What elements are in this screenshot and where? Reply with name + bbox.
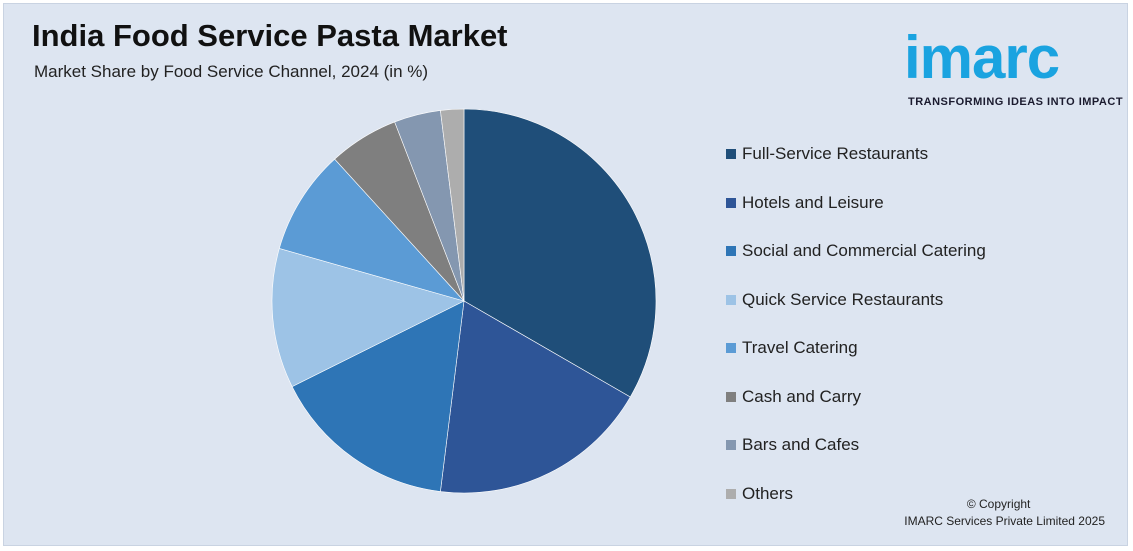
- pie-slice-hotels-and-leisure: [440, 300, 631, 494]
- legend-label: Hotels and Leisure: [742, 192, 884, 212]
- legend-item: Quick Service Restaurants: [726, 276, 986, 325]
- legend-label: Others: [742, 483, 794, 503]
- legend-item: Hotels and Leisure: [726, 179, 986, 228]
- legend-label: Bars and Cafes: [742, 435, 860, 455]
- pie-slice-others: [440, 108, 465, 302]
- legend-label: Quick Service Restaurants: [742, 289, 944, 309]
- legend-swatch: [726, 197, 736, 208]
- legend-item: Others: [726, 470, 986, 519]
- legend-swatch: [726, 488, 736, 499]
- imarc-logo: imarc TRANSFORMING IDEAS INTO IMPACT: [902, 12, 1127, 112]
- legend-swatch: [726, 391, 736, 402]
- legend-swatch: [726, 440, 736, 451]
- legend-label: Travel Catering: [742, 338, 858, 358]
- legend-swatch: [726, 246, 736, 257]
- legend-swatch: [726, 149, 736, 160]
- chart-legend: Full-Service Restaurants Hotels and Leisu…: [726, 130, 986, 518]
- logo-tagline: TRANSFORMING IDEAS INTO IMPACT: [908, 96, 1124, 108]
- legend-item: Full-Service Restaurants: [726, 130, 986, 179]
- chart-frame: India Food Service Pasta Market Market S…: [3, 3, 1128, 546]
- pie-slice-full-service-restaurants: [463, 108, 657, 398]
- legend-item: Cash and Carry: [726, 373, 986, 422]
- logo-wordmark: imarc: [904, 24, 1060, 91]
- legend-label: Cash and Carry: [742, 386, 862, 406]
- legend-swatch: [726, 294, 736, 305]
- pie-slice-quick-service-restaurants: [271, 248, 465, 387]
- legend-item: Bars and Cafes: [726, 421, 986, 470]
- copyright-line-1: © Copyright: [966, 497, 1031, 511]
- legend-label: Social and Commercial Catering: [742, 241, 986, 261]
- page-title: India Food Service Pasta Market: [32, 18, 508, 53]
- legend-swatch: [726, 343, 736, 354]
- copyright-notice: © Copyright IMARC Services Private Limit…: [904, 496, 1105, 530]
- pie-slice-social-and-commercial-catering: [291, 300, 465, 492]
- legend-item: Social and Commercial Catering: [726, 227, 986, 276]
- legend-label: Full-Service Restaurants: [742, 144, 929, 164]
- pie-chart: [271, 108, 657, 494]
- chart-subtitle: Market Share by Food Service Channel, 20…: [34, 62, 429, 81]
- copyright-line-2: IMARC Services Private Limited 2025: [904, 514, 1105, 528]
- legend-item: Travel Catering: [726, 324, 986, 373]
- pie-slice-travel-catering: [278, 158, 465, 302]
